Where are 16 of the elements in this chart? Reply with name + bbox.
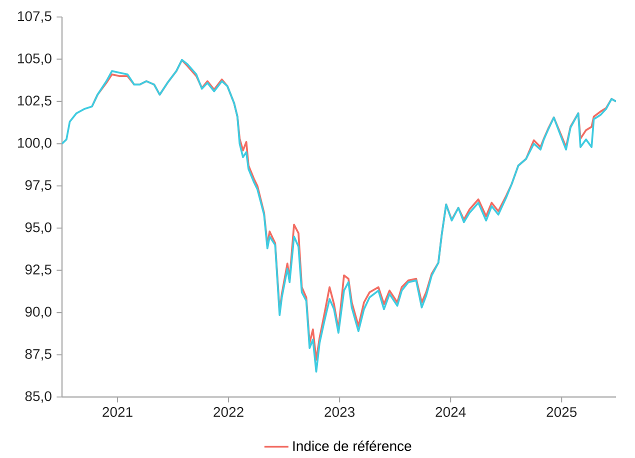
legend-label: Indice de référence xyxy=(293,440,412,451)
x-tick-label: 2022 xyxy=(214,406,244,417)
y-tick-label: 100,0 xyxy=(18,138,52,150)
x-tick-label: 2023 xyxy=(324,406,355,417)
y-tick-label: 87,5 xyxy=(25,348,52,360)
y-tick-label: 107,5 xyxy=(18,11,52,23)
y-tick-label: 105,0 xyxy=(18,53,52,65)
x-tick-label: 2021 xyxy=(102,406,132,417)
y-tick-label: 85,0 xyxy=(25,391,52,403)
y-tick-label: 102,5 xyxy=(18,96,52,108)
y-tick-label: 92,5 xyxy=(25,264,52,276)
y-tick-label: 95,0 xyxy=(25,222,52,234)
x-tick-label: 2025 xyxy=(546,406,577,417)
y-tick-label: 90,0 xyxy=(25,306,52,318)
y-tick-label: 97,5 xyxy=(25,180,52,192)
x-tick-label: 2024 xyxy=(436,406,466,417)
